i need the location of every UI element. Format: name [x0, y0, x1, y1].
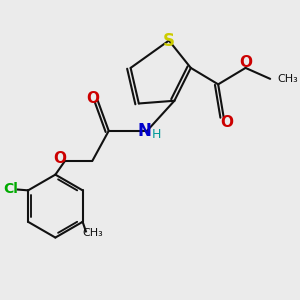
Text: H: H	[152, 128, 161, 142]
Text: CH₃: CH₃	[82, 228, 103, 238]
Text: CH₃: CH₃	[277, 74, 298, 84]
Text: O: O	[220, 115, 233, 130]
Text: O: O	[239, 55, 252, 70]
Text: O: O	[86, 91, 99, 106]
Text: N: N	[137, 122, 151, 140]
Text: S: S	[163, 32, 175, 50]
Text: O: O	[53, 151, 66, 166]
Text: Cl: Cl	[3, 182, 18, 196]
